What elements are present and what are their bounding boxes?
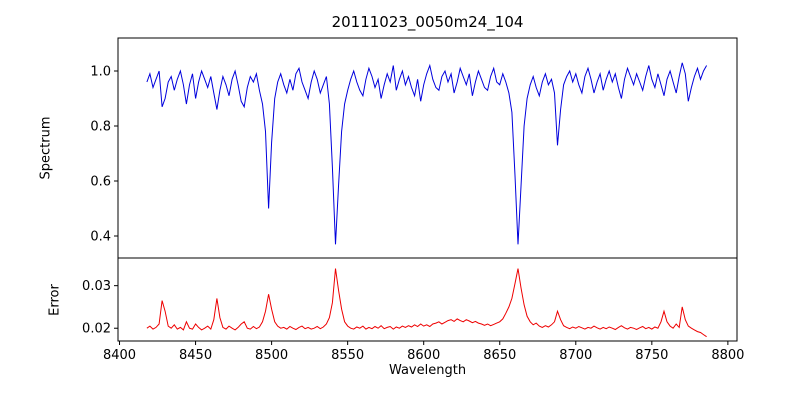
y-tick-label: 0.6 xyxy=(90,175,111,190)
y-tick-label: 0.8 xyxy=(90,120,111,135)
x-tick-label: 8700 xyxy=(559,348,592,363)
x-tick-label: 8650 xyxy=(483,348,516,363)
axes-spines xyxy=(117,257,738,342)
error-line xyxy=(146,268,707,338)
y-tick-label: 0.4 xyxy=(90,230,111,245)
x-tick-label: 8750 xyxy=(635,348,668,363)
spectrum-line xyxy=(146,62,708,245)
x-tick-label: 8400 xyxy=(103,348,136,363)
x-tick-label: 8450 xyxy=(179,348,212,363)
x-tick-label: 8550 xyxy=(331,348,364,363)
x-axis-label: Wavelength xyxy=(388,363,467,378)
x-tick-label: 8600 xyxy=(407,348,440,363)
y-tick-label: 0.03 xyxy=(82,279,111,294)
y-tick-label: 1.0 xyxy=(90,65,111,80)
x-tick-label: 8800 xyxy=(711,348,744,363)
y-tick-label: 0.02 xyxy=(82,322,111,337)
chart-title: 20111023_0050m24_104 xyxy=(331,13,524,31)
x-tick-label: 8500 xyxy=(255,348,288,363)
